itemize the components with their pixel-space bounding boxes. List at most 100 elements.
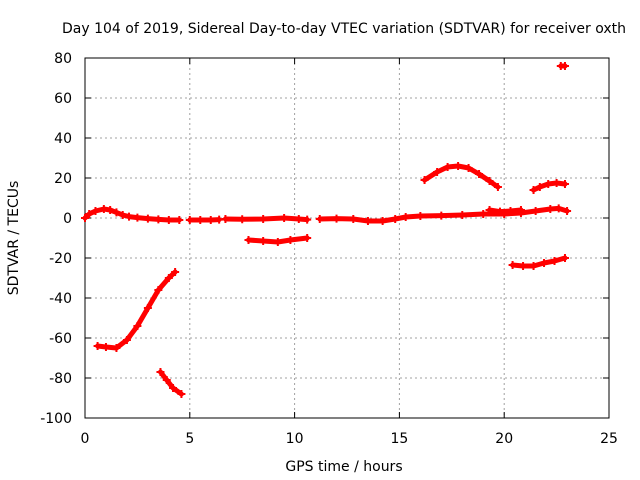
x-tick-label: 5 — [185, 431, 194, 447]
data-point — [560, 62, 569, 70]
data-point — [81, 214, 89, 222]
data-point — [563, 207, 572, 215]
data-strand — [158, 369, 184, 397]
data-segment-11 — [556, 62, 569, 70]
y-tick-label: 0 — [63, 211, 72, 227]
data-points — [81, 62, 572, 398]
data-strand — [422, 163, 501, 190]
data-point — [303, 215, 312, 224]
data-point — [196, 216, 205, 224]
y-tick-label: 80 — [54, 51, 72, 67]
data-segment-8 — [420, 162, 502, 191]
data-point — [516, 206, 525, 214]
data-strand — [95, 269, 178, 351]
y-tick-label: 60 — [54, 91, 72, 107]
data-point — [443, 163, 452, 171]
data-point — [133, 322, 142, 330]
data-point — [485, 206, 494, 214]
data-point — [332, 214, 341, 223]
data-point — [273, 238, 282, 246]
data-point — [552, 179, 561, 187]
data-point — [106, 206, 115, 214]
data-point — [164, 274, 173, 282]
data-segment-9 — [508, 254, 569, 270]
data-point — [315, 215, 324, 223]
data-segment-4 — [485, 206, 525, 216]
data-segment-0 — [81, 205, 184, 224]
plot-frame — [84, 57, 610, 419]
data-point — [85, 210, 94, 218]
grid-lines — [85, 58, 609, 418]
data-point — [143, 214, 152, 223]
data-point — [185, 216, 194, 224]
data-point — [454, 162, 463, 170]
x-tick-label: 25 — [600, 431, 618, 447]
data-segment-10 — [529, 179, 569, 194]
data-point — [496, 207, 505, 216]
data-point — [535, 183, 544, 191]
data-point — [177, 390, 186, 398]
y-axis-label: SDTVAR / TECUs — [6, 181, 22, 296]
axis-ticks: 0 5 10 15 20 25 -100 -80 -60 -40 -20 0 20 40 60 80 — [40, 51, 618, 447]
data-point — [162, 376, 171, 384]
data-point — [91, 207, 100, 215]
data-segment-7 — [244, 234, 312, 246]
data-point — [540, 259, 549, 267]
data-point — [378, 217, 387, 225]
data-point — [118, 211, 127, 219]
y-tick-label: 20 — [54, 171, 72, 187]
data-point — [112, 208, 121, 217]
data-point — [519, 262, 528, 270]
y-tick-label: -80 — [49, 371, 72, 387]
data-strand — [487, 207, 524, 215]
x-tick-label: 0 — [81, 431, 90, 447]
data-point — [531, 207, 540, 215]
data-point — [485, 177, 494, 185]
data-point — [101, 343, 110, 351]
data-segment-5 — [93, 268, 180, 352]
data-point — [363, 217, 372, 225]
data-point — [154, 215, 163, 224]
data-point — [280, 214, 289, 222]
data-point — [560, 254, 569, 262]
data-point — [529, 262, 538, 270]
data-point — [286, 236, 295, 244]
data-point — [175, 216, 184, 224]
data-point — [437, 211, 446, 220]
data-point — [125, 212, 134, 221]
x-tick-label: 20 — [495, 431, 513, 447]
data-segment-2 — [221, 214, 312, 224]
y-tick-label: -100 — [40, 411, 72, 427]
data-point — [238, 215, 247, 224]
data-point — [171, 268, 180, 276]
data-point — [544, 180, 553, 188]
data-segment-3 — [315, 204, 572, 225]
data-segment-6 — [156, 368, 186, 398]
data-point — [493, 183, 502, 191]
y-tick-label: -60 — [49, 331, 72, 347]
data-point — [433, 168, 442, 176]
x-axis-label: GPS time / hours — [285, 459, 402, 475]
y-tick-label: -40 — [49, 291, 72, 307]
data-point — [133, 213, 142, 222]
data-point — [122, 336, 131, 344]
data-point — [529, 186, 538, 194]
data-point — [554, 204, 563, 213]
data-point — [391, 215, 400, 223]
chart-title: Day 104 of 2019, Sidereal Day-to-day VTE… — [62, 21, 626, 37]
data-point — [259, 215, 268, 223]
data-point — [458, 211, 467, 219]
data-point — [420, 176, 429, 184]
data-point — [550, 257, 559, 265]
x-tick-label: 15 — [390, 431, 408, 447]
data-point — [206, 216, 215, 224]
data-point — [259, 237, 268, 245]
data-point — [508, 261, 517, 269]
data-point — [546, 205, 555, 213]
data-point — [93, 342, 102, 350]
data-point — [156, 368, 165, 376]
data-point — [479, 210, 488, 218]
data-point — [349, 215, 358, 223]
data-point — [154, 286, 163, 294]
x-tick-label: 10 — [286, 431, 304, 447]
